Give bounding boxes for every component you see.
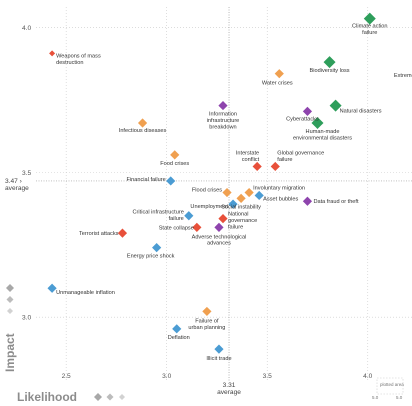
risk-diamond: [252, 161, 262, 172]
risk-diamond: [170, 150, 180, 160]
risk-label: Natural disasters: [340, 109, 382, 115]
risk-label: Climate action failure: [352, 24, 387, 36]
risk-diamond: [117, 228, 128, 238]
risk-label: Deflation: [168, 335, 190, 341]
impact-key-diamond-medium: [6, 296, 14, 303]
risk-diamond: [323, 56, 336, 69]
risk-label: Interstate conflict: [236, 150, 260, 162]
x-tick-label: 4.0: [363, 373, 372, 380]
risk-label: Financial failure: [127, 177, 166, 183]
y-axis-title: Impact: [3, 333, 17, 372]
risk-label: Unemployment: [190, 204, 228, 210]
risk-label: Data fraud or theft: [313, 199, 359, 205]
impact-key-diamond-large: [6, 284, 14, 292]
plotted-area-legend: plotted area 5.0 5.0: [372, 377, 404, 400]
x-tick-label: 2.5: [62, 373, 71, 380]
risk-label: Water crises: [262, 81, 293, 87]
risk-diamond: [137, 118, 148, 128]
likelihood-diamond-key: [94, 393, 125, 401]
risk-label: Adverse technological advances: [192, 234, 247, 246]
risk-label: Involuntary migration: [253, 186, 305, 192]
risk-label: Flood crises: [192, 188, 222, 194]
risk-diamond: [236, 193, 246, 203]
grid: [36, 7, 412, 381]
x-average-sublabel: average: [217, 389, 241, 396]
risk-diamond: [311, 116, 324, 129]
risk-label: Biodiversity loss: [310, 68, 350, 74]
impact-diamond-key: [6, 284, 14, 314]
risk-label: Global governance failure: [277, 150, 324, 162]
y-tick-label: 3.0: [22, 315, 31, 322]
risk-label: Energy price shock: [127, 254, 175, 260]
x-tick-label: 3.5: [263, 373, 272, 380]
risk-diamond: [202, 306, 212, 317]
risk-label: Critical infrastructure failure: [133, 210, 184, 222]
y-tick-label: 4.0: [22, 25, 31, 32]
plotted-area-label: plotted area: [380, 382, 404, 387]
risk-diamond: [329, 99, 342, 112]
x-axis-title: Likelihood: [17, 390, 77, 404]
x-average-value: 3.31: [223, 382, 236, 389]
x-tick-label: 3.0: [162, 373, 171, 380]
risk-diamond: [172, 324, 182, 334]
risk-label: Failure of urban planning: [188, 318, 225, 330]
y-average-sublabel: average: [5, 185, 29, 192]
plotted-area-tick-left: 5.0: [372, 395, 379, 400]
likelihood-key-diamond-small: [119, 394, 125, 400]
risk-diamond: [192, 222, 202, 232]
risk-label: Extreme weather: [394, 73, 412, 79]
risk-diamond: [244, 187, 254, 198]
risk-label: Cyberattacks: [286, 116, 319, 122]
risk-label: Asset bubbles: [263, 196, 298, 202]
risk-diamond: [270, 161, 280, 172]
risk-diamond: [218, 100, 228, 111]
y-tick-label: 3.5: [22, 170, 31, 177]
risk-diamond: [218, 214, 228, 224]
risk-label: Weapons of mass destruction: [56, 53, 101, 65]
risk-diamond: [363, 12, 376, 25]
risk-diamond: [184, 211, 194, 221]
risk-label: State collapse: [159, 225, 194, 231]
risk-diamond: [274, 69, 284, 79]
risk-label: Social instability: [221, 204, 261, 210]
risk-diamond: [214, 222, 224, 232]
risk-diamond: [254, 190, 264, 201]
risk-label: Terrorist attacks: [79, 231, 119, 237]
risk-diamond: [152, 243, 162, 253]
impact-key-diamond-small: [7, 308, 13, 314]
risk-diamond: [49, 50, 56, 57]
risk-label: Unmanageable inflation: [56, 290, 115, 296]
risk-diamond: [47, 283, 57, 293]
risk-label: Food crises: [160, 161, 189, 167]
risk-diamond: [228, 199, 238, 209]
risk-diamond: [302, 106, 313, 116]
risk-diamond: [214, 344, 224, 354]
likelihood-key-diamond-medium: [106, 393, 114, 401]
risk-diamond: [166, 176, 176, 186]
risk-label: Human-made environmental disasters: [293, 129, 352, 141]
likelihood-key-diamond-large: [94, 393, 102, 401]
plotted-area-tick-right: 5.0: [396, 395, 403, 400]
plotted-area-box: [376, 377, 404, 395]
risk-diamond: [222, 187, 232, 198]
axis-ticks: 2.5 3.0 3.5 4.0 3.0 3.5 4.0: [22, 25, 373, 380]
risk-diamond: [302, 196, 313, 206]
y-average-value: 3.47 ›: [5, 178, 22, 185]
risk-label: Infectious diseases: [119, 128, 167, 134]
risk-label: Information infrastructure breakdown: [207, 112, 240, 131]
risk-label: National governance failure: [228, 212, 257, 231]
risk-label: Illicit trade: [206, 356, 231, 362]
